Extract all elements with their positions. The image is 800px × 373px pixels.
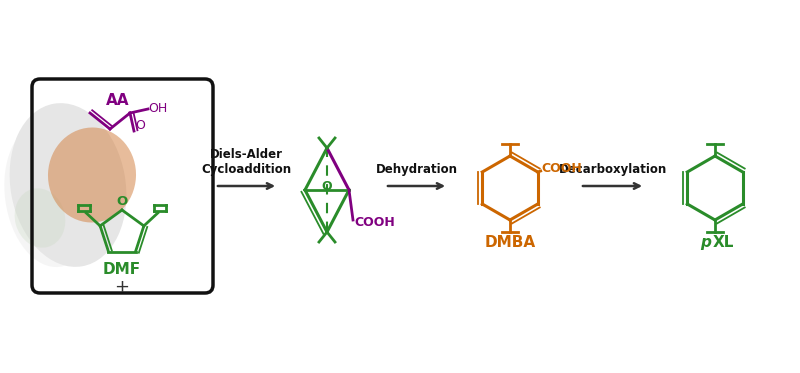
Text: +: +	[114, 278, 130, 296]
Text: Dehydration: Dehydration	[375, 163, 458, 176]
Text: COOH: COOH	[542, 163, 582, 176]
Text: AA: AA	[106, 93, 130, 108]
Text: XL: XL	[713, 235, 734, 250]
Text: DMBA: DMBA	[485, 235, 535, 250]
Text: Diels-Alder
Cycloaddition: Diels-Alder Cycloaddition	[202, 148, 291, 176]
Text: Decarboxylation: Decarboxylation	[558, 163, 666, 176]
Text: p: p	[700, 235, 711, 250]
Text: COOH: COOH	[354, 216, 394, 229]
Ellipse shape	[48, 128, 136, 222]
Text: OH: OH	[148, 101, 167, 115]
Ellipse shape	[10, 103, 126, 267]
Text: O: O	[322, 181, 332, 194]
Ellipse shape	[14, 188, 66, 248]
Text: O: O	[135, 119, 145, 132]
Text: O: O	[116, 195, 128, 208]
Ellipse shape	[4, 123, 96, 267]
Text: DMF: DMF	[103, 262, 141, 277]
